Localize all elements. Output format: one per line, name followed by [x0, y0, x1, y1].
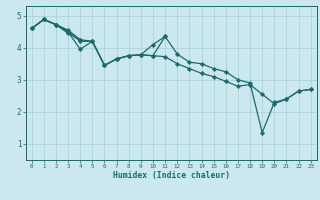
X-axis label: Humidex (Indice chaleur): Humidex (Indice chaleur): [113, 171, 230, 180]
